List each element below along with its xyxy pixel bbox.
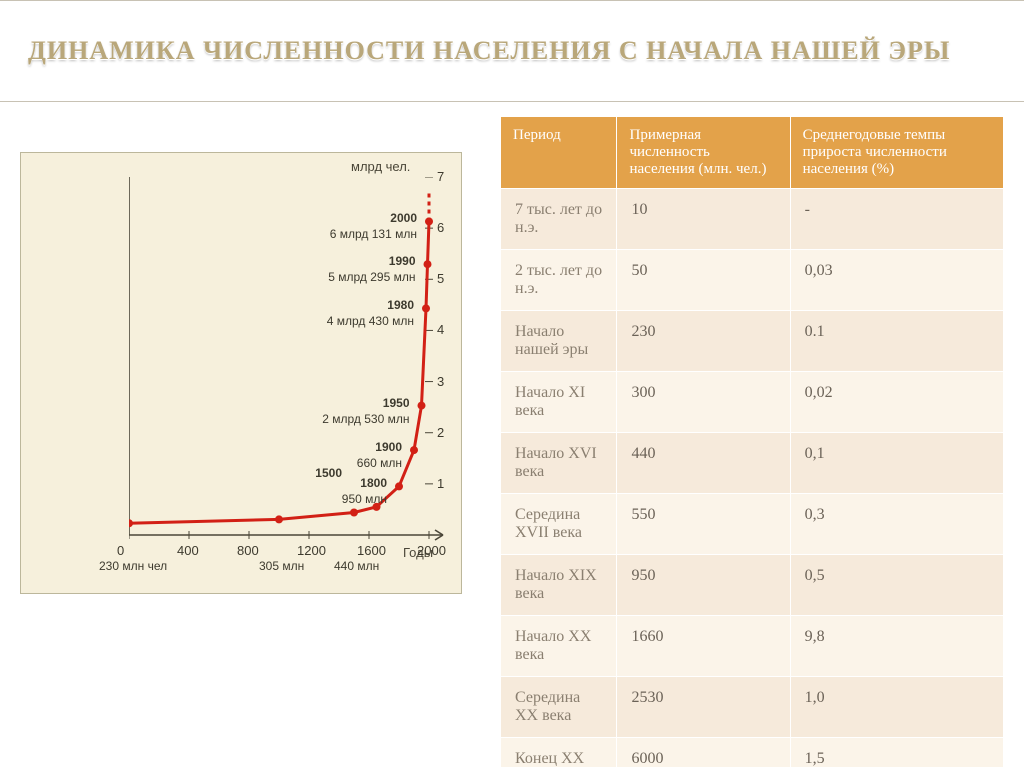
y-tick: 4 [437, 322, 444, 337]
table-row: Середина XVII века5500,3 [501, 494, 1004, 555]
cell-growth: 1,0 [790, 677, 1003, 738]
cell-population: 50 [617, 250, 790, 311]
x-tick: 2000 [417, 543, 446, 558]
point-label: 5 млрд 295 млн [328, 270, 415, 284]
cell-population: 10 [617, 189, 790, 250]
table-row: Начало XIX века9500,5 [501, 555, 1004, 616]
table-row: Начало XI века3000,02 [501, 372, 1004, 433]
point-label: 2 млрд 530 млн [322, 412, 409, 426]
cell-growth: 0,3 [790, 494, 1003, 555]
x-tick: 400 [177, 543, 199, 558]
cell-population: 230 [617, 311, 790, 372]
cell-period: Начало XIX века [501, 555, 617, 616]
y-tick: 6 [437, 220, 444, 235]
point-label: 6 млрд 131 млн [330, 227, 417, 241]
cell-growth: 0.1 [790, 311, 1003, 372]
cell-population: 440 [617, 433, 790, 494]
cell-growth: 1,5 [790, 738, 1003, 767]
point-label: 1800 [360, 476, 387, 490]
point-label: 440 млн [334, 559, 379, 573]
x-tick: 1200 [297, 543, 326, 558]
cell-period: Начало XX века [501, 616, 617, 677]
table-row: Начало XVI века4400,1 [501, 433, 1004, 494]
cell-period: Середина XX века [501, 677, 617, 738]
y-tick: 1 [437, 476, 444, 491]
cell-growth: - [790, 189, 1003, 250]
point-label: 230 млн чел [99, 559, 167, 573]
point-label: 1500 [315, 466, 342, 480]
point-label: 2000 [390, 211, 417, 225]
x-tick: 0 [117, 543, 124, 558]
col-growth: Среднегодовые темпы прироста численности… [790, 117, 1003, 189]
cell-population: 950 [617, 555, 790, 616]
table-row: 2 тыс. лет до н.э.500,03 [501, 250, 1004, 311]
x-tick: 1600 [357, 543, 386, 558]
cell-growth: 9,8 [790, 616, 1003, 677]
title-band: ДИНАМИКА ЧИСЛЕННОСТИ НАСЕЛЕНИЯ С НАЧАЛА … [0, 0, 1024, 102]
cell-population: 1660 [617, 616, 790, 677]
point-label: 1990 [389, 254, 416, 268]
table-column: Период Примерная численность населения (… [500, 116, 1004, 767]
point-label: 305 млн [259, 559, 304, 573]
table-body: 7 тыс. лет до н.э.10-2 тыс. лет до н.э.5… [501, 189, 1004, 767]
page-title: ДИНАМИКА ЧИСЛЕННОСТИ НАСЕЛЕНИЯ С НАЧАЛА … [28, 36, 950, 66]
table-row: Конец XX века60001,5 [501, 738, 1004, 767]
col-period: Период [501, 117, 617, 189]
content: млрд чел. Годы 0400800120016002000123456… [0, 102, 1024, 767]
cell-period: Середина XVII века [501, 494, 617, 555]
cell-period: Начало нашей эры [501, 311, 617, 372]
x-tick: 800 [237, 543, 259, 558]
point-label: 1900 [375, 440, 402, 454]
cell-growth: 0,03 [790, 250, 1003, 311]
table-row: Середина XX века25301,0 [501, 677, 1004, 738]
point-label: 4 млрд 430 млн [327, 314, 414, 328]
point-label: 660 млн [357, 456, 402, 470]
cell-period: Начало XVI века [501, 433, 617, 494]
cell-period: 2 тыс. лет до н.э. [501, 250, 617, 311]
cell-growth: 0,5 [790, 555, 1003, 616]
col-population: Примерная численность населения (млн. че… [617, 117, 790, 189]
chart-column: млрд чел. Годы 0400800120016002000123456… [20, 116, 480, 767]
table-row: Начало нашей эры2300.1 [501, 311, 1004, 372]
y-tick: 5 [437, 271, 444, 286]
cell-period: Начало XI века [501, 372, 617, 433]
table-row: Начало XX века16609,8 [501, 616, 1004, 677]
y-tick: 2 [437, 425, 444, 440]
cell-population: 300 [617, 372, 790, 433]
y-tick: 3 [437, 374, 444, 389]
cell-growth: 0,02 [790, 372, 1003, 433]
point-label: 1980 [387, 298, 414, 312]
cell-population: 6000 [617, 738, 790, 767]
cell-period: Конец XX века [501, 738, 617, 767]
table-row: 7 тыс. лет до н.э.10- [501, 189, 1004, 250]
y-tick: 7 [437, 169, 444, 184]
y-axis-unit: млрд чел. [351, 159, 410, 174]
point-label: 950 млн [342, 492, 387, 506]
cell-period: 7 тыс. лет до н.э. [501, 189, 617, 250]
population-chart: млрд чел. Годы 0400800120016002000123456… [20, 152, 462, 594]
cell-population: 550 [617, 494, 790, 555]
population-table: Период Примерная численность населения (… [500, 116, 1004, 767]
cell-growth: 0,1 [790, 433, 1003, 494]
point-label: 1950 [383, 396, 410, 410]
cell-population: 2530 [617, 677, 790, 738]
